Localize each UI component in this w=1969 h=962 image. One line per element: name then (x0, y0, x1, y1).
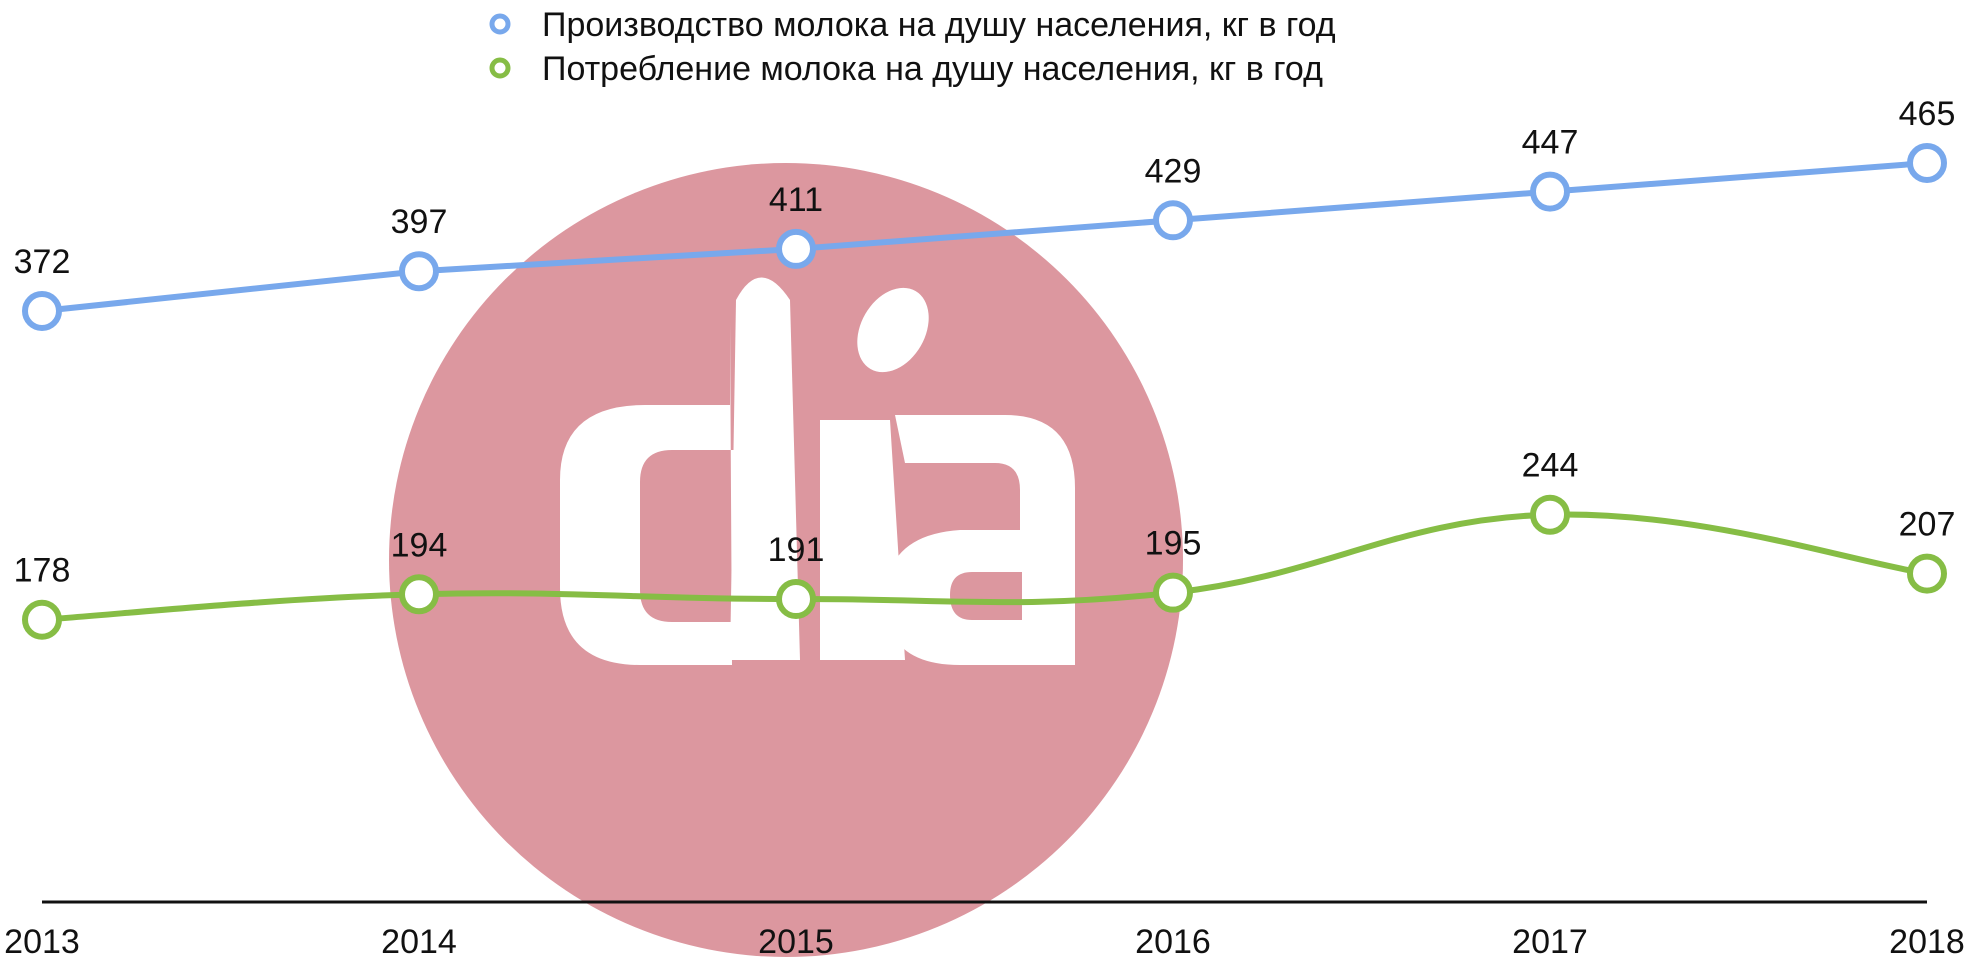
series-consumption: 178 194 191 195 244 207 (14, 447, 1956, 640)
series-production: 372 397 411 429 447 465 (14, 95, 1956, 331)
data-label: 465 (1899, 95, 1956, 133)
x-tick-label: 2016 (1135, 923, 1211, 961)
data-point (776, 579, 816, 620)
legend-item-production: Производство молока на душу населения, к… (489, 6, 1336, 44)
x-tick-labels: 2013 2014 2015 2016 2017 2018 (4, 923, 1965, 961)
x-tick-label: 2013 (4, 923, 80, 961)
data-label: 447 (1522, 124, 1579, 162)
data-label: 244 (1522, 447, 1579, 485)
series-line (39, 160, 1930, 314)
data-point (1907, 553, 1947, 594)
data-point (22, 599, 62, 640)
data-point (399, 574, 439, 615)
data-point (399, 251, 439, 292)
data-label: 178 (14, 552, 71, 590)
data-label: 195 (1145, 525, 1202, 563)
data-point (1907, 143, 1947, 183)
legend-marker-production (489, 13, 511, 35)
legend-label-production: Производство молока на душу населения, к… (542, 6, 1336, 44)
series-line (39, 511, 1930, 623)
x-tick-label: 2018 (1889, 923, 1965, 961)
legend-item-consumption: Потребление молока на душу населения, кг… (489, 50, 1323, 88)
data-label: 411 (769, 181, 823, 219)
data-label: 207 (1899, 506, 1956, 544)
legend-marker-consumption (489, 57, 511, 79)
data-point (1153, 572, 1193, 613)
data-label: 429 (1145, 152, 1202, 190)
data-label: 397 (391, 203, 448, 241)
data-label: 194 (391, 526, 448, 564)
x-tick-label: 2017 (1512, 923, 1588, 961)
data-label: 372 (14, 243, 71, 281)
x-tick-label: 2014 (381, 923, 457, 961)
data-point (776, 228, 816, 269)
data-point (1530, 171, 1570, 212)
data-point (22, 291, 62, 331)
data-point (1153, 200, 1193, 241)
data-label: 191 (768, 531, 825, 569)
series-layer: 372 397 411 429 447 465 178 194 191 195 244 207 (14, 95, 1956, 640)
data-point (1530, 494, 1570, 535)
x-tick-label: 2015 (758, 923, 834, 961)
legend-label-consumption: Потребление молока на душу населения, кг… (542, 50, 1323, 88)
legend: Производство молока на душу населения, к… (489, 6, 1336, 88)
